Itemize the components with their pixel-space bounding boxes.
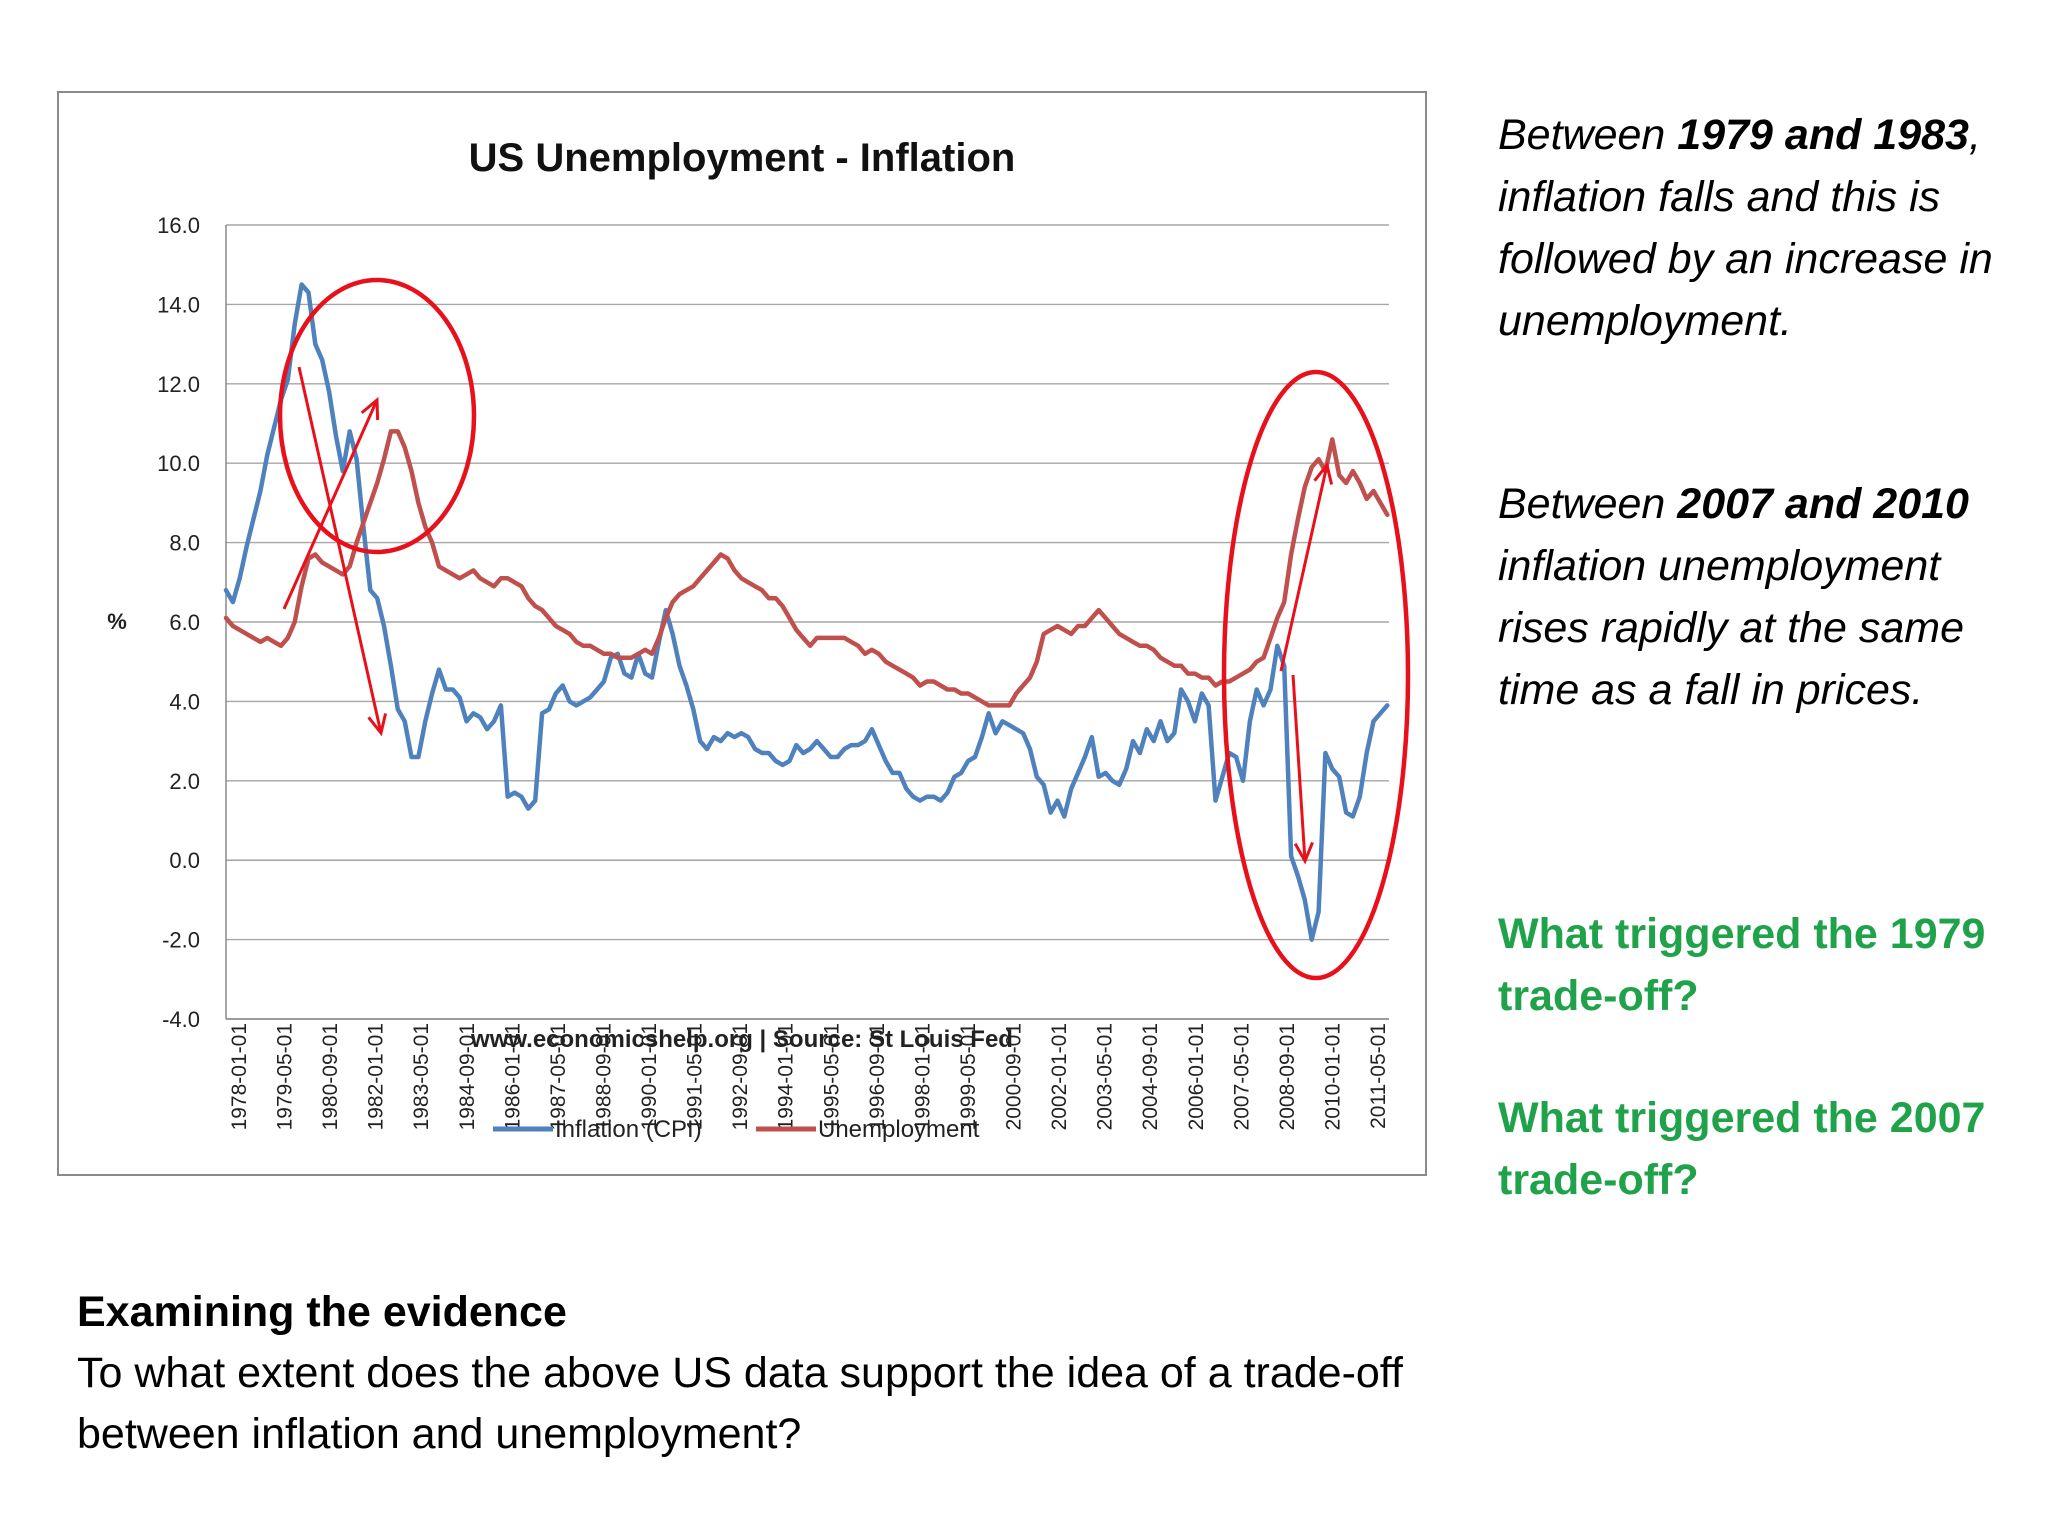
series-line-unemployment: [223, 429, 1390, 708]
x-tick-label: 2002-01-01: [1048, 1023, 1071, 1130]
question-1979: What triggered the 1979 trade-off?: [1498, 910, 1986, 1020]
legend: Inflation (CPI) Unemployment: [493, 1116, 980, 1143]
x-tick-label: 1994-01-01: [775, 1023, 798, 1130]
x-tick-label: 1990-01-01: [638, 1023, 661, 1130]
annotation-1979: Between 1979 and 1983, inflation falls a…: [1498, 104, 2018, 352]
x-tick-label: 1984-09-01: [456, 1023, 479, 1130]
y-axis-label: %: [107, 609, 127, 634]
y-tick-labels: 16.0 14.0 12.0 10.0 8.0 6.0 4.0 2.0 0.0 -2.0 -4.0: [157, 213, 200, 1032]
x-tick-label: 2006-01-01: [1185, 1023, 1208, 1130]
series-layer: [223, 282, 1390, 942]
arrow-shaft: [282, 399, 379, 610]
x-tick-labels: 1978-01-01 1979-05-01 1980-09-01 1982-01-01…: [228, 1023, 1390, 1130]
x-tick-label: 1987-05-01: [547, 1023, 570, 1130]
y-tick-label: 8.0: [169, 531, 200, 556]
x-tick-label: 1992-09-01: [729, 1023, 752, 1130]
x-tick-label: 1980-09-01: [319, 1023, 342, 1130]
x-tick-label: 1983-05-01: [410, 1023, 433, 1130]
chart-frame: US Unemployment - Inflation 16.0 14.0 12.0…: [57, 91, 1427, 1176]
annotation-2007: Between 2007 and 2010 inflation unemploy…: [1498, 473, 2018, 721]
y-tick-label: 6.0: [169, 610, 200, 635]
legend-label-unemployment: Unemployment: [818, 1116, 980, 1143]
x-tick-label: 2004-09-01: [1139, 1023, 1162, 1130]
y-tick-label: 10.0: [157, 451, 200, 476]
arrow-head: [1313, 461, 1334, 485]
x-tick-label: 1978-01-01: [228, 1023, 251, 1130]
source-note: www.economicshelp.org | Source: St Louis…: [470, 1026, 1013, 1053]
legend-label-inflation: Inflation (CPI): [555, 1116, 702, 1143]
x-tick-label: 1982-01-01: [365, 1023, 388, 1130]
arrow-inflation-fall-2007: [1291, 674, 1314, 865]
highlight-ellipse-1979: [277, 277, 477, 555]
x-tick-label: 1996-09-01: [866, 1023, 889, 1130]
x-tick-label: 2008-09-01: [1276, 1023, 1299, 1130]
y-tick-label: 4.0: [169, 689, 200, 714]
grid-layer: [225, 224, 1389, 1020]
evidence-question: To what extent does the above US data su…: [77, 1349, 1403, 1458]
y-tick-label: 0.0: [169, 848, 200, 873]
arrow-shaft: [297, 366, 383, 734]
p1-rest: , inflation falls and this is followed b…: [1498, 111, 1993, 345]
x-tick-label: 2007-05-01: [1230, 1023, 1253, 1130]
arrow-shaft: [1291, 674, 1307, 862]
arrow-shaft: [1279, 464, 1329, 672]
x-tick-label: 2000-09-01: [1003, 1023, 1026, 1130]
x-tick-label: 2010-01-01: [1321, 1023, 1344, 1130]
x-tick-label: 1986-01-01: [501, 1023, 524, 1130]
p2-lead: Between: [1498, 480, 1678, 528]
y-tick-label: -2.0: [162, 928, 200, 953]
arrow-inflation-fall: [297, 366, 388, 737]
x-tick-label: 1979-05-01: [274, 1023, 297, 1130]
evidence-section: Examining the evidence To what extent do…: [77, 1282, 1477, 1465]
annotation-layer: [277, 277, 1411, 981]
x-tick-label: 1995-05-01: [820, 1023, 843, 1130]
p2-rest: inflation unemployment rises rapidly at …: [1498, 542, 1965, 714]
arrow-unemployment-rise-2007: [1279, 461, 1334, 672]
chart-title: US Unemployment - Inflation: [469, 136, 1016, 180]
p1-lead: Between: [1498, 111, 1678, 159]
p1-period: 1979 and 1983: [1677, 111, 1969, 159]
x-tick-label: 1991-05-01: [684, 1023, 707, 1130]
y-tick-label: -4.0: [162, 1007, 200, 1032]
y-tick-label: 16.0: [157, 213, 200, 238]
y-tick-label: 14.0: [157, 292, 200, 317]
y-tick-label: 12.0: [157, 372, 200, 397]
y-tick-label: 2.0: [169, 769, 200, 794]
x-tick-label: 1988-09-01: [592, 1023, 615, 1130]
question-2007: What triggered the 2007 trade-off?: [1498, 1094, 1986, 1204]
arrow-head: [1293, 841, 1314, 865]
p2-period: 2007 and 2010: [1677, 480, 1969, 528]
arrow-head: [367, 713, 388, 737]
evidence-heading: Examining the evidence: [77, 1288, 567, 1336]
chart-svg: US Unemployment - Inflation 16.0 14.0 12.0…: [107, 136, 1411, 1143]
x-tick-label: 1999-05-01: [957, 1023, 980, 1130]
series-line-inflation: [223, 282, 1390, 942]
highlight-ellipse-2007: [1221, 369, 1411, 981]
arrow-head: [360, 396, 380, 421]
x-tick-label: 2003-05-01: [1094, 1023, 1117, 1130]
x-tick-label: 2011-05-01: [1367, 1023, 1390, 1129]
x-tick-label: 1998-01-01: [911, 1023, 934, 1130]
arrow-unemployment-rise-1979: [282, 396, 380, 610]
